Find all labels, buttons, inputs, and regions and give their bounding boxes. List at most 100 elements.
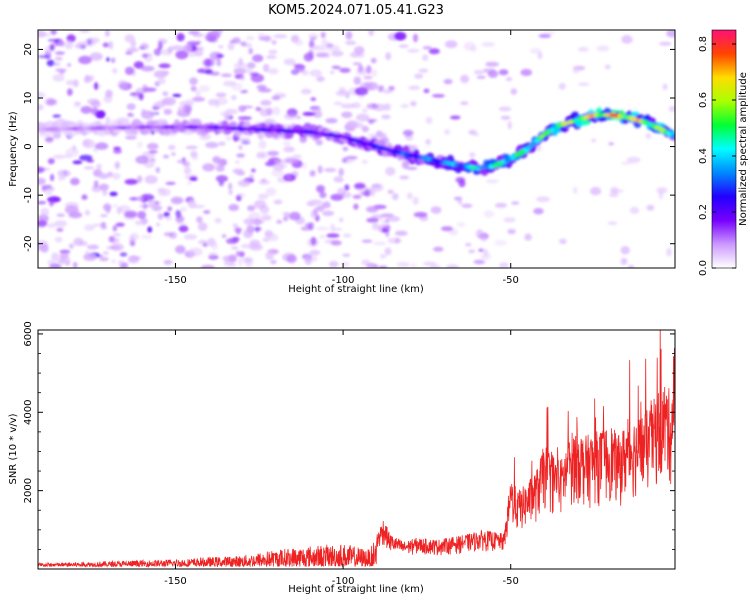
heat-cell bbox=[352, 194, 362, 199]
heat-cell bbox=[236, 153, 246, 158]
heat-cell bbox=[106, 57, 110, 62]
heat-cell bbox=[659, 41, 672, 46]
heat-cell bbox=[321, 38, 327, 47]
heat-cell bbox=[608, 142, 615, 146]
heat-cell bbox=[137, 141, 143, 149]
heat-cell bbox=[330, 240, 342, 246]
heat-cell bbox=[203, 210, 211, 214]
heat-cell bbox=[215, 175, 228, 183]
heat-cell bbox=[315, 44, 328, 51]
heat-cell bbox=[500, 115, 511, 120]
heat-cell bbox=[258, 88, 272, 93]
heat-cell bbox=[79, 154, 93, 161]
heat-cell bbox=[670, 134, 675, 139]
heat-cell bbox=[258, 179, 271, 185]
heat-cell bbox=[140, 65, 155, 72]
heat-cell bbox=[135, 155, 149, 164]
heat-cell bbox=[100, 214, 108, 218]
heat-cell bbox=[228, 182, 233, 191]
heat-cell bbox=[47, 38, 61, 42]
heat-cell bbox=[125, 135, 137, 140]
heat-cell bbox=[185, 98, 195, 107]
heat-cell bbox=[160, 188, 171, 197]
heat-cell bbox=[411, 263, 416, 268]
heat-cell bbox=[233, 62, 248, 69]
heat-cell bbox=[212, 156, 221, 164]
heat-cell bbox=[81, 194, 88, 200]
heat-cell bbox=[668, 105, 675, 112]
colorbar-tick-label: 0.0 bbox=[698, 260, 709, 276]
heat-cell bbox=[268, 68, 279, 75]
heat-cell bbox=[406, 166, 418, 170]
heat-cell bbox=[59, 69, 65, 75]
heat-cell bbox=[487, 69, 499, 78]
heat-cell bbox=[232, 236, 240, 242]
heat-cell bbox=[558, 82, 566, 90]
heat-cell bbox=[366, 103, 379, 110]
heat-cell bbox=[520, 68, 533, 77]
heat-cell bbox=[252, 54, 264, 63]
heat-cell bbox=[47, 158, 55, 165]
heat-cell bbox=[44, 191, 53, 196]
heat-cell bbox=[258, 140, 267, 149]
heat-cell bbox=[175, 245, 186, 254]
heat-cell bbox=[396, 261, 410, 267]
heat-cell bbox=[353, 203, 359, 210]
heat-cell bbox=[265, 251, 274, 260]
snr-xlabel: Height of straight line (km) bbox=[288, 584, 424, 595]
heat-cell bbox=[52, 74, 65, 82]
heat-cell bbox=[507, 120, 512, 130]
heat-cell bbox=[524, 233, 532, 241]
heat-cell bbox=[59, 249, 71, 254]
heat-cell bbox=[215, 92, 227, 98]
heat-cell bbox=[473, 259, 486, 265]
heat-cell bbox=[289, 211, 301, 221]
heat-cell bbox=[323, 200, 330, 207]
heat-cell bbox=[354, 87, 369, 96]
heat-cell bbox=[218, 45, 224, 49]
spectrogram-ytick-label: 10 bbox=[23, 92, 34, 105]
heat-cell bbox=[176, 33, 185, 42]
snr-series-line bbox=[38, 330, 675, 568]
heat-cell bbox=[247, 205, 256, 212]
heat-cell bbox=[316, 76, 325, 82]
heat-cell bbox=[65, 148, 79, 157]
heat-cell bbox=[505, 77, 513, 82]
heat-cell bbox=[296, 115, 301, 120]
heat-cell bbox=[413, 211, 428, 218]
heat-cell bbox=[596, 45, 610, 52]
heat-cell bbox=[171, 152, 176, 156]
heat-cell bbox=[309, 170, 316, 177]
heat-cell bbox=[533, 208, 544, 215]
heat-cell bbox=[377, 85, 385, 93]
heat-cell bbox=[232, 37, 241, 44]
heat-cell bbox=[286, 254, 297, 264]
heat-cell bbox=[214, 217, 222, 224]
heat-cell bbox=[449, 115, 461, 120]
heat-cell bbox=[102, 42, 110, 48]
heat-cell bbox=[84, 224, 95, 232]
heat-cell bbox=[394, 31, 407, 41]
heat-cell bbox=[326, 233, 340, 238]
snr-panel: -150 -100 -50 2000 4000 6000 Height of straig… bbox=[8, 321, 676, 595]
heat-cell bbox=[157, 38, 168, 45]
heat-cell bbox=[422, 46, 432, 50]
heat-cell bbox=[112, 233, 121, 237]
spectrogram-ytick-label: 0 bbox=[23, 143, 34, 149]
heat-cell bbox=[205, 141, 219, 149]
heat-cell bbox=[262, 63, 270, 73]
heat-cell bbox=[57, 176, 66, 181]
heat-cell bbox=[268, 49, 278, 55]
heat-cell bbox=[188, 30, 200, 35]
heat-cell bbox=[414, 73, 424, 79]
heat-cell bbox=[309, 249, 321, 256]
heat-cell bbox=[335, 90, 349, 97]
heat-cell bbox=[401, 160, 410, 169]
heat-cell bbox=[73, 237, 84, 246]
snr-ytick-label: 2000 bbox=[23, 478, 34, 503]
heat-cell bbox=[142, 202, 148, 210]
heat-cell bbox=[308, 33, 319, 39]
heat-cell bbox=[572, 186, 578, 194]
heat-cell bbox=[126, 47, 139, 53]
heat-cell bbox=[127, 255, 140, 264]
